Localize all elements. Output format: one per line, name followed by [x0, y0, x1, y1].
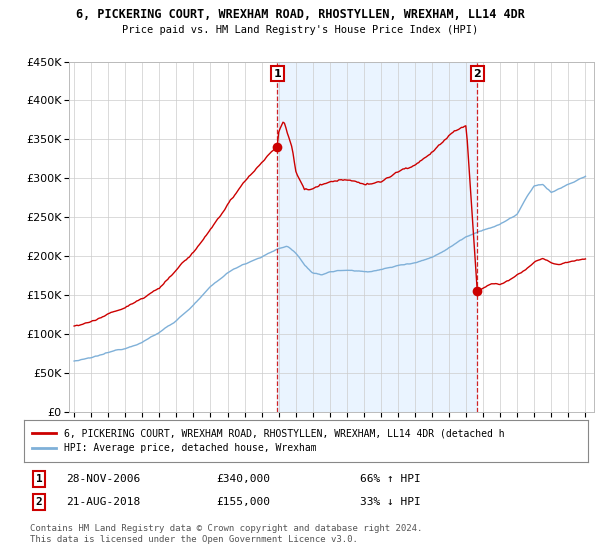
Text: 66% ↑ HPI: 66% ↑ HPI — [360, 474, 421, 484]
Text: 1: 1 — [274, 69, 281, 78]
Text: This data is licensed under the Open Government Licence v3.0.: This data is licensed under the Open Gov… — [30, 535, 358, 544]
Text: 2: 2 — [35, 497, 43, 507]
Text: Price paid vs. HM Land Registry's House Price Index (HPI): Price paid vs. HM Land Registry's House … — [122, 25, 478, 35]
Text: 2: 2 — [473, 69, 481, 78]
Text: 6, PICKERING COURT, WREXHAM ROAD, RHOSTYLLEN, WREXHAM, LL14 4DR: 6, PICKERING COURT, WREXHAM ROAD, RHOSTY… — [76, 8, 524, 21]
Text: 33% ↓ HPI: 33% ↓ HPI — [360, 497, 421, 507]
Bar — [277, 62, 477, 412]
Legend: 6, PICKERING COURT, WREXHAM ROAD, RHOSTYLLEN, WREXHAM, LL14 4DR (detached h, HPI: 6, PICKERING COURT, WREXHAM ROAD, RHOSTY… — [28, 424, 508, 458]
Text: £340,000: £340,000 — [216, 474, 270, 484]
Text: Contains HM Land Registry data © Crown copyright and database right 2024.: Contains HM Land Registry data © Crown c… — [30, 524, 422, 533]
Text: 21-AUG-2018: 21-AUG-2018 — [66, 497, 140, 507]
Text: 1: 1 — [35, 474, 43, 484]
Text: 28-NOV-2006: 28-NOV-2006 — [66, 474, 140, 484]
Text: £155,000: £155,000 — [216, 497, 270, 507]
